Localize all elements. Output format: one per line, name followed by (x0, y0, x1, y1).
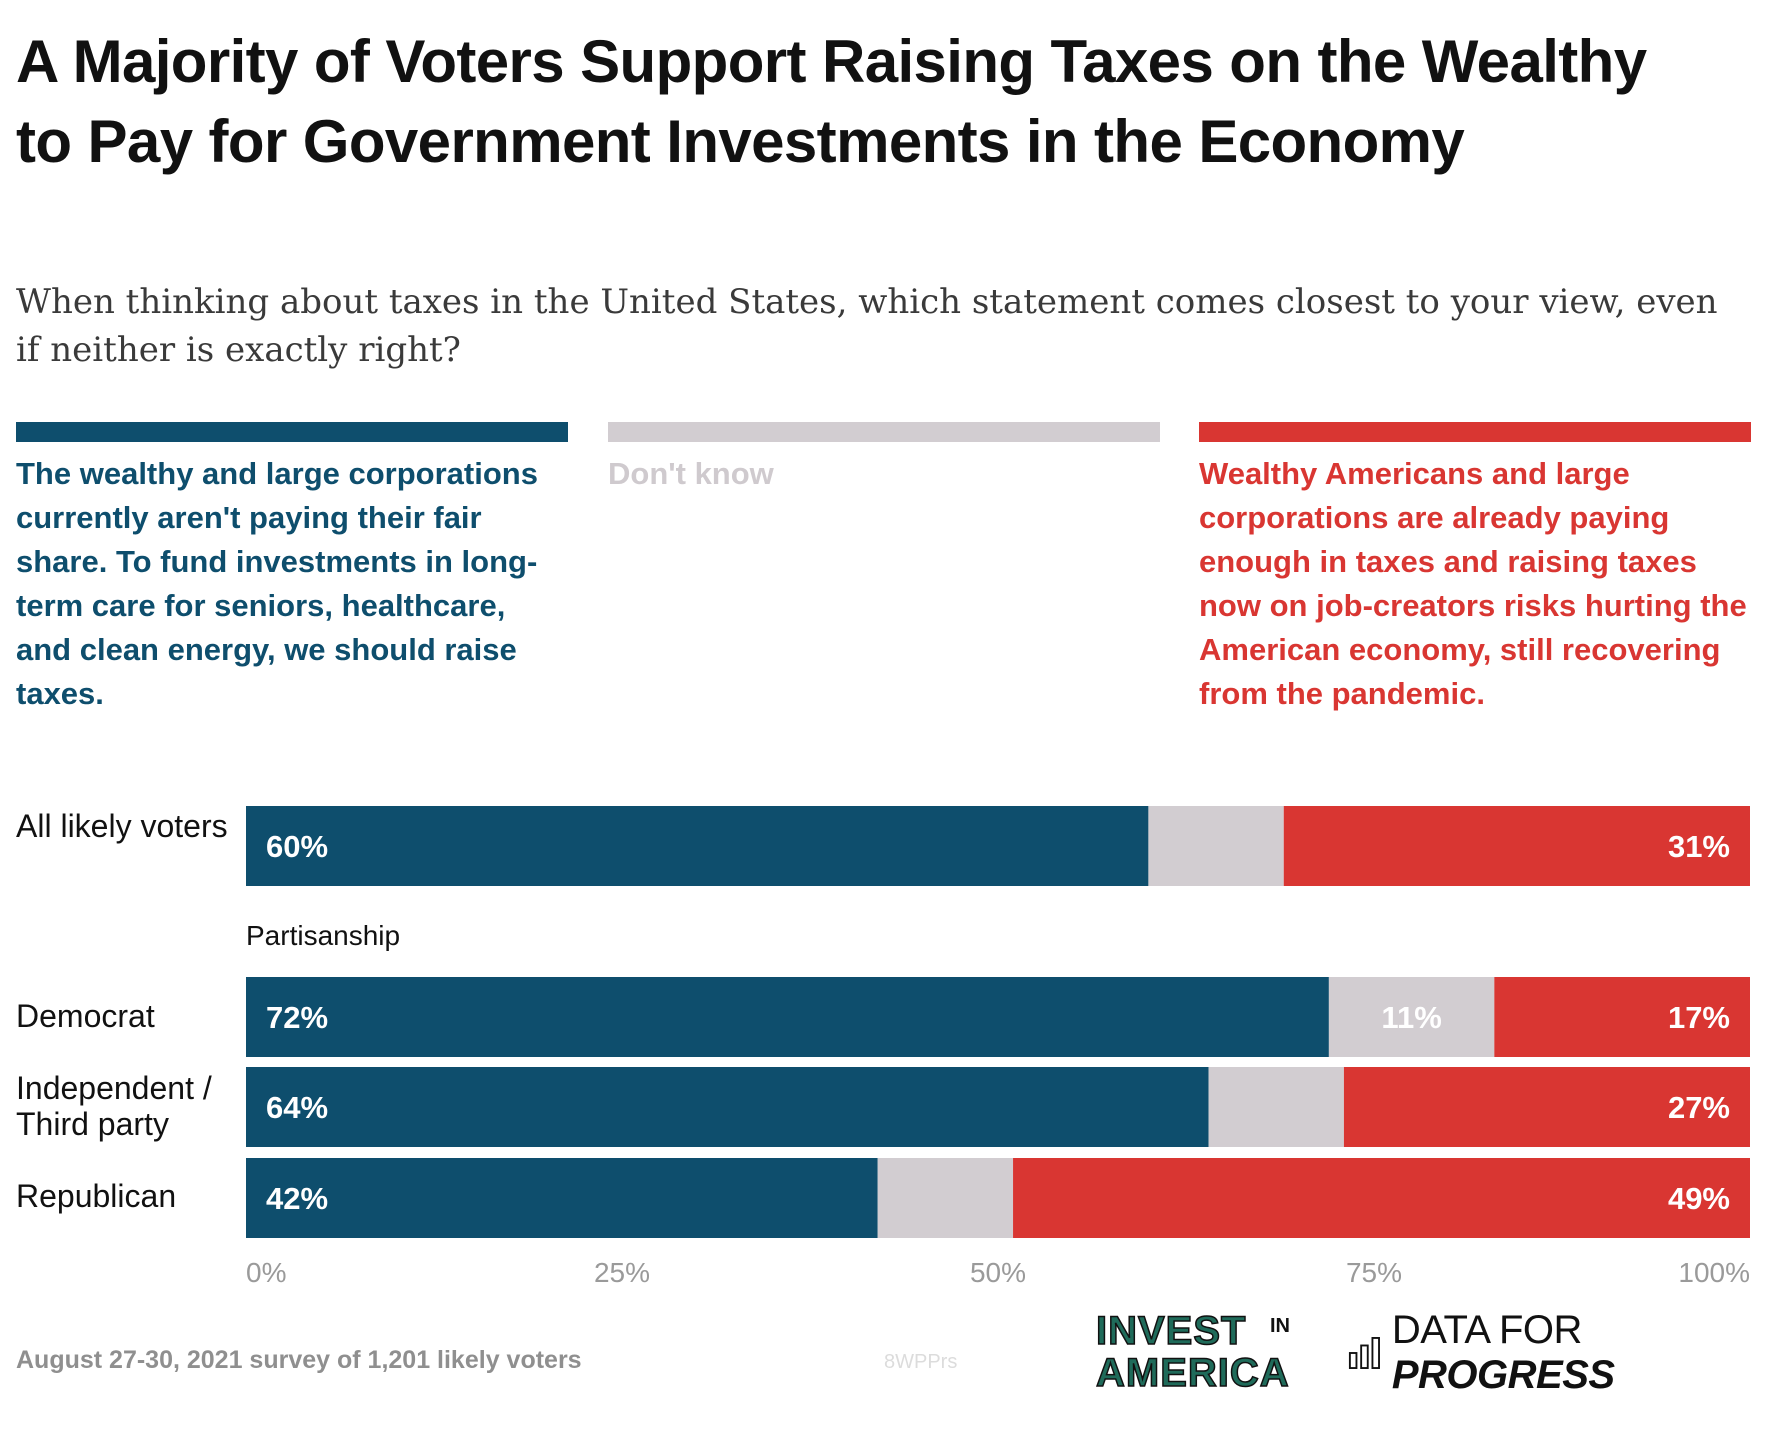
survey-note: August 27-30, 2021 survey of 1,201 likel… (16, 1346, 582, 1374)
invest-logo-word-america: AMERICA (1096, 1351, 1290, 1392)
invest-logo-word-invest: INVEST (1096, 1309, 1246, 1353)
category-label-independent: Independent / Third party (16, 1070, 212, 1142)
legend-swatch-oppose (1199, 422, 1751, 442)
chart-title: A Majority of Voters Support Raising Tax… (16, 28, 1647, 175)
group-label-partisanship: Partisanship (246, 920, 401, 951)
x-tick-label-25: 25% (594, 1257, 650, 1288)
legend-swatch-support (16, 422, 568, 442)
bar-republican-support (246, 1158, 878, 1238)
invest-in-america-logo: INVEST IN AMERICA (1095, 1308, 1290, 1392)
bar-democrat-dont_know (1328, 977, 1495, 1057)
data-label-all-likely-voters-oppose: 31% (1668, 829, 1730, 864)
dfp-wordmark: DATA FOR PROGRESS (1392, 1308, 1790, 1398)
legend-item-dont-know: Don't know (608, 422, 1160, 496)
stacked-bar-chart: 60% 31% 72% 11% 17% 64% 27% 42% 49% 0% 25% 50% 75% 10… (246, 806, 1750, 1288)
bar-republican-dont_know (877, 1158, 1014, 1238)
bar-chart-icon (1348, 1337, 1380, 1369)
bar-independent-oppose (1343, 1067, 1750, 1147)
bar-democrat-oppose (1494, 977, 1750, 1057)
legend-label-dont-know: Don't know (608, 456, 774, 491)
data-label-democrat-oppose: 17% (1668, 1000, 1730, 1035)
bar-democrat-support (246, 977, 1329, 1057)
chart-id: 8WPPrs (884, 1351, 958, 1373)
bar-independent-dont_know (1208, 1067, 1344, 1147)
x-tick-label-100: 100% (1678, 1257, 1750, 1288)
dfp-word-regular: DATA FOR (1391, 1308, 1583, 1352)
legend-label-support: The wealthy and large corporations curre… (16, 456, 538, 711)
data-label-all-likely-voters-support: 60% (266, 829, 328, 864)
bar-republican-oppose (1013, 1158, 1750, 1238)
data-label-democrat-support: 72% (266, 1000, 328, 1035)
bar-all-likely-voters-dont_know (1148, 806, 1284, 886)
legend-label-oppose: Wealthy Americans and large corporations… (1199, 456, 1747, 711)
x-tick-label-0: 0% (246, 1257, 286, 1288)
bar-all-likely-voters-oppose (1283, 806, 1750, 886)
data-label-democrat-dont_know: 11% (1381, 1000, 1441, 1035)
legend-item-oppose: Wealthy Americans and large corporations… (1199, 422, 1751, 716)
data-label-republican-oppose: 49% (1668, 1181, 1730, 1216)
data-label-independent-support: 64% (266, 1090, 328, 1125)
data-label-independent-oppose: 27% (1668, 1090, 1730, 1125)
x-tick-label-50: 50% (970, 1257, 1026, 1288)
category-label-republican: Republican (16, 1178, 177, 1214)
bar-independent-support (246, 1067, 1209, 1147)
legend-item-support: The wealthy and large corporations curre… (16, 422, 568, 716)
legend-swatch-dont-know (608, 422, 1160, 442)
data-for-progress-logo: DATA FOR PROGRESS (1348, 1308, 1790, 1397)
data-label-republican-support: 42% (266, 1181, 328, 1216)
category-label-all-likely-voters: All likely voters (16, 808, 228, 844)
invest-logo-word-in: IN (1270, 1315, 1290, 1337)
category-label-democrat: Democrat (16, 998, 155, 1034)
bar-all-likely-voters-support (246, 806, 1149, 886)
x-tick-label-75: 75% (1346, 1257, 1402, 1288)
dfp-word-bold: PROGRESS (1391, 1353, 1615, 1397)
chart-subtitle: When thinking about taxes in the United … (16, 282, 1718, 370)
